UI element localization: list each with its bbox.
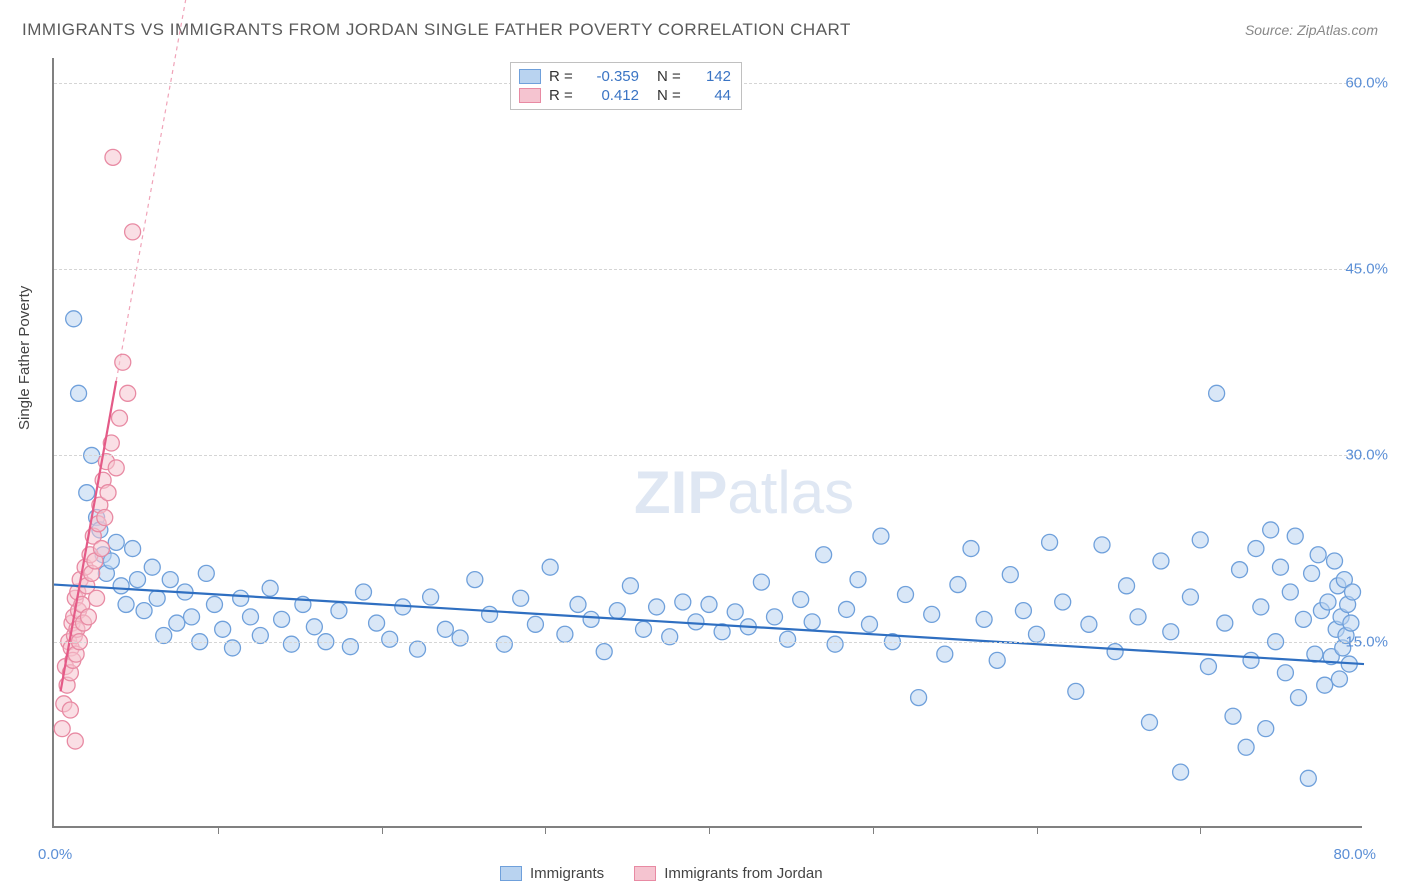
x-tick <box>1200 826 1201 834</box>
gridline <box>54 642 1362 643</box>
plot-area: ZIPatlas <box>52 58 1362 828</box>
y-axis-label: Single Father Poverty <box>16 286 33 430</box>
x-axis-max-label: 80.0% <box>1333 846 1376 863</box>
series-legend: Immigrants Immigrants from Jordan <box>500 865 823 882</box>
stat-n-label: N = <box>657 68 683 85</box>
legend-swatch <box>519 88 541 103</box>
x-tick <box>873 826 874 834</box>
source-attribution: Source: ZipAtlas.com <box>1245 22 1378 38</box>
y-tick-label: 30.0% <box>1345 447 1388 464</box>
y-tick-label: 15.0% <box>1345 633 1388 650</box>
stat-r-label: R = <box>549 68 575 85</box>
legend-swatch <box>500 866 522 881</box>
legend-item: Immigrants from Jordan <box>634 865 822 882</box>
gridline <box>54 269 1362 270</box>
x-tick <box>1037 826 1038 834</box>
stat-r-label: R = <box>549 87 575 104</box>
legend-item: Immigrants <box>500 865 604 882</box>
y-tick-label: 45.0% <box>1345 261 1388 278</box>
x-tick <box>545 826 546 834</box>
gridline <box>54 455 1362 456</box>
stat-n-value: 44 <box>691 87 731 104</box>
stat-n-value: 142 <box>691 68 731 85</box>
correlation-legend: R = -0.359 N = 142 R = 0.412 N = 44 <box>510 62 742 110</box>
stat-n-label: N = <box>657 87 683 104</box>
legend-label: Immigrants <box>530 865 604 882</box>
x-axis-origin-label: 0.0% <box>38 846 72 863</box>
legend-label: Immigrants from Jordan <box>664 865 822 882</box>
x-tick <box>709 826 710 834</box>
scatter-svg <box>54 58 1362 826</box>
x-tick <box>218 826 219 834</box>
y-tick-label: 60.0% <box>1345 74 1388 91</box>
x-tick <box>382 826 383 834</box>
legend-swatch <box>634 866 656 881</box>
chart-title: IMMIGRANTS VS IMMIGRANTS FROM JORDAN SIN… <box>22 20 851 40</box>
legend-row: R = -0.359 N = 142 <box>519 67 731 86</box>
stat-r-value: 0.412 <box>583 87 639 104</box>
legend-row: R = 0.412 N = 44 <box>519 86 731 105</box>
stat-r-value: -0.359 <box>583 68 639 85</box>
legend-swatch <box>519 69 541 84</box>
